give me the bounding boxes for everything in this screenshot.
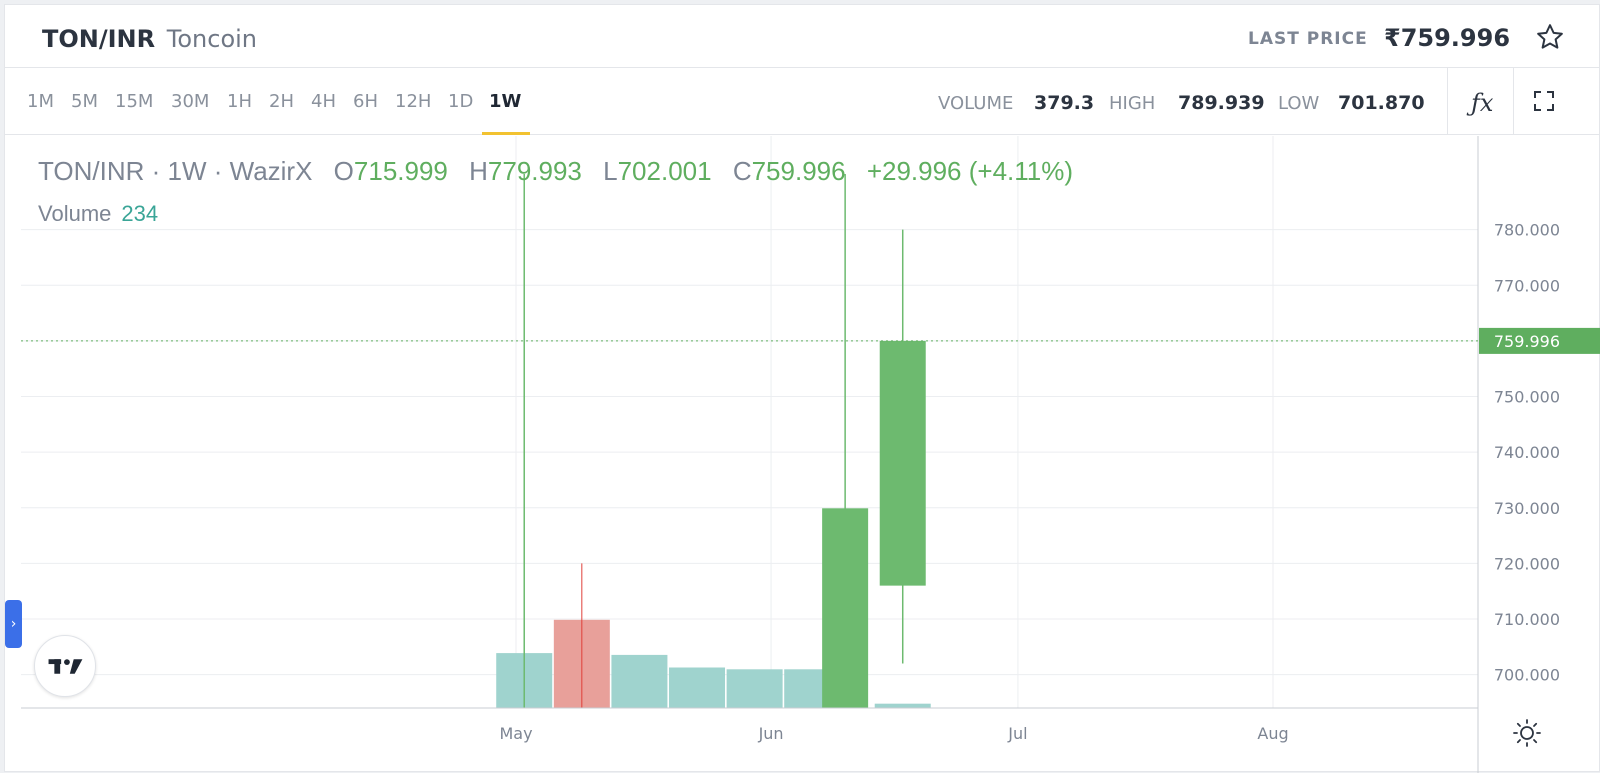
legend-open-label: O [333,156,354,186]
timeframe-4h[interactable]: 4H [311,91,336,112]
price-tick-label: 740.000 [1494,443,1560,462]
ohlc-legend: TON/INR · 1W · WazirX O715.999 H779.993 … [38,156,1073,187]
volume-label: VOLUME [938,93,1014,114]
timeframe-1h[interactable]: 1H [227,91,252,112]
timeframe-1m[interactable]: 1M [27,91,54,112]
current-price-tag [1479,327,1600,354]
time-tick-label: Jun [758,724,784,743]
candle-body [879,340,926,586]
time-tick-label: May [499,724,532,743]
high-label: HIGH [1109,93,1156,114]
legend-high-label: H [469,156,488,186]
pair-name: Toncoin [166,25,257,53]
price-tick-label: 720.000 [1494,554,1560,573]
toolbar: 1M 5M 15M 30M 1H 2H 4H 6H 12H 1D 1W VOLU… [5,68,1599,135]
legend-low-label: L [603,156,618,186]
high-value: 789.939 [1178,92,1265,114]
price-tick-label: 730.000 [1494,499,1560,518]
price-tick-label: 710.000 [1494,610,1560,629]
pair-symbol: TON/INR [42,25,156,53]
toolbar-divider [1513,68,1514,135]
timeframe-1w[interactable]: 1W [489,91,522,112]
volume-legend-label: Volume [38,201,112,226]
volume-legend-value: 234 [121,201,159,226]
theme-toggle-sun-icon[interactable] [1512,718,1542,748]
volume-bar [874,703,931,708]
volume-bar [611,654,668,708]
timeframe-30m[interactable]: 30M [171,91,210,112]
timeframe-12h[interactable]: 12H [395,91,432,112]
fullscreen-icon[interactable] [1533,90,1555,112]
low-label: LOW [1278,93,1320,114]
timeframe-5m[interactable]: 5M [71,91,98,112]
legend-close-value: 759.996 [751,156,846,186]
toolbar-divider [1447,68,1448,135]
pair-title: TON/INR Toncoin [42,25,257,53]
legend-open-value: 715.999 [353,156,448,186]
last-price-value: ₹759.996 [1384,24,1511,52]
price-tick-label: 700.000 [1494,666,1560,685]
star-icon[interactable] [1535,22,1565,52]
timeframe-1d[interactable]: 1D [448,91,474,112]
sidebar-toggle-button[interactable]: › [5,600,22,648]
price-tick-label: 770.000 [1494,276,1560,295]
timeframe-6h[interactable]: 6H [353,91,378,112]
last-price-label: LAST PRICE [1248,29,1368,49]
current-price-tag-label: 759.996 [1494,332,1560,351]
timeframe-15m[interactable]: 15M [115,91,154,112]
volume-value: 379.3 [1034,92,1095,114]
time-tick-label: Aug [1257,724,1288,743]
volume-legend: Volume 234 [38,201,158,227]
candle-body [822,508,869,708]
volume-bar [726,669,783,708]
legend-title: TON/INR · 1W · WazirX [38,156,313,186]
legend-low-value: 702.001 [617,156,712,186]
legend-high-value: 779.993 [487,156,582,186]
low-value: 701.870 [1338,92,1425,114]
legend-close-label: C [732,156,752,186]
legend-change: +29.996 (+4.11%) [866,156,1074,186]
header-bar: TON/INR Toncoin LAST PRICE ₹759.996 [5,5,1599,68]
time-tick-label: Jul [1007,724,1027,743]
price-tick-label: 780.000 [1494,221,1560,240]
chart-widget: TON/INR Toncoin LAST PRICE ₹759.996 1M 5… [4,4,1600,773]
volume-bar [669,667,726,708]
timeframe-2h[interactable]: 2H [269,91,294,112]
price-tick-label: 750.000 [1494,388,1560,407]
tradingview-logo-icon[interactable] [34,635,96,697]
active-timeframe-underline [482,132,530,135]
indicators-fx-icon[interactable]: ƒx [1471,89,1494,117]
price-chart[interactable]: 700.000 710.000 720.000 730.000 740.000 750.0… [5,136,1600,773]
